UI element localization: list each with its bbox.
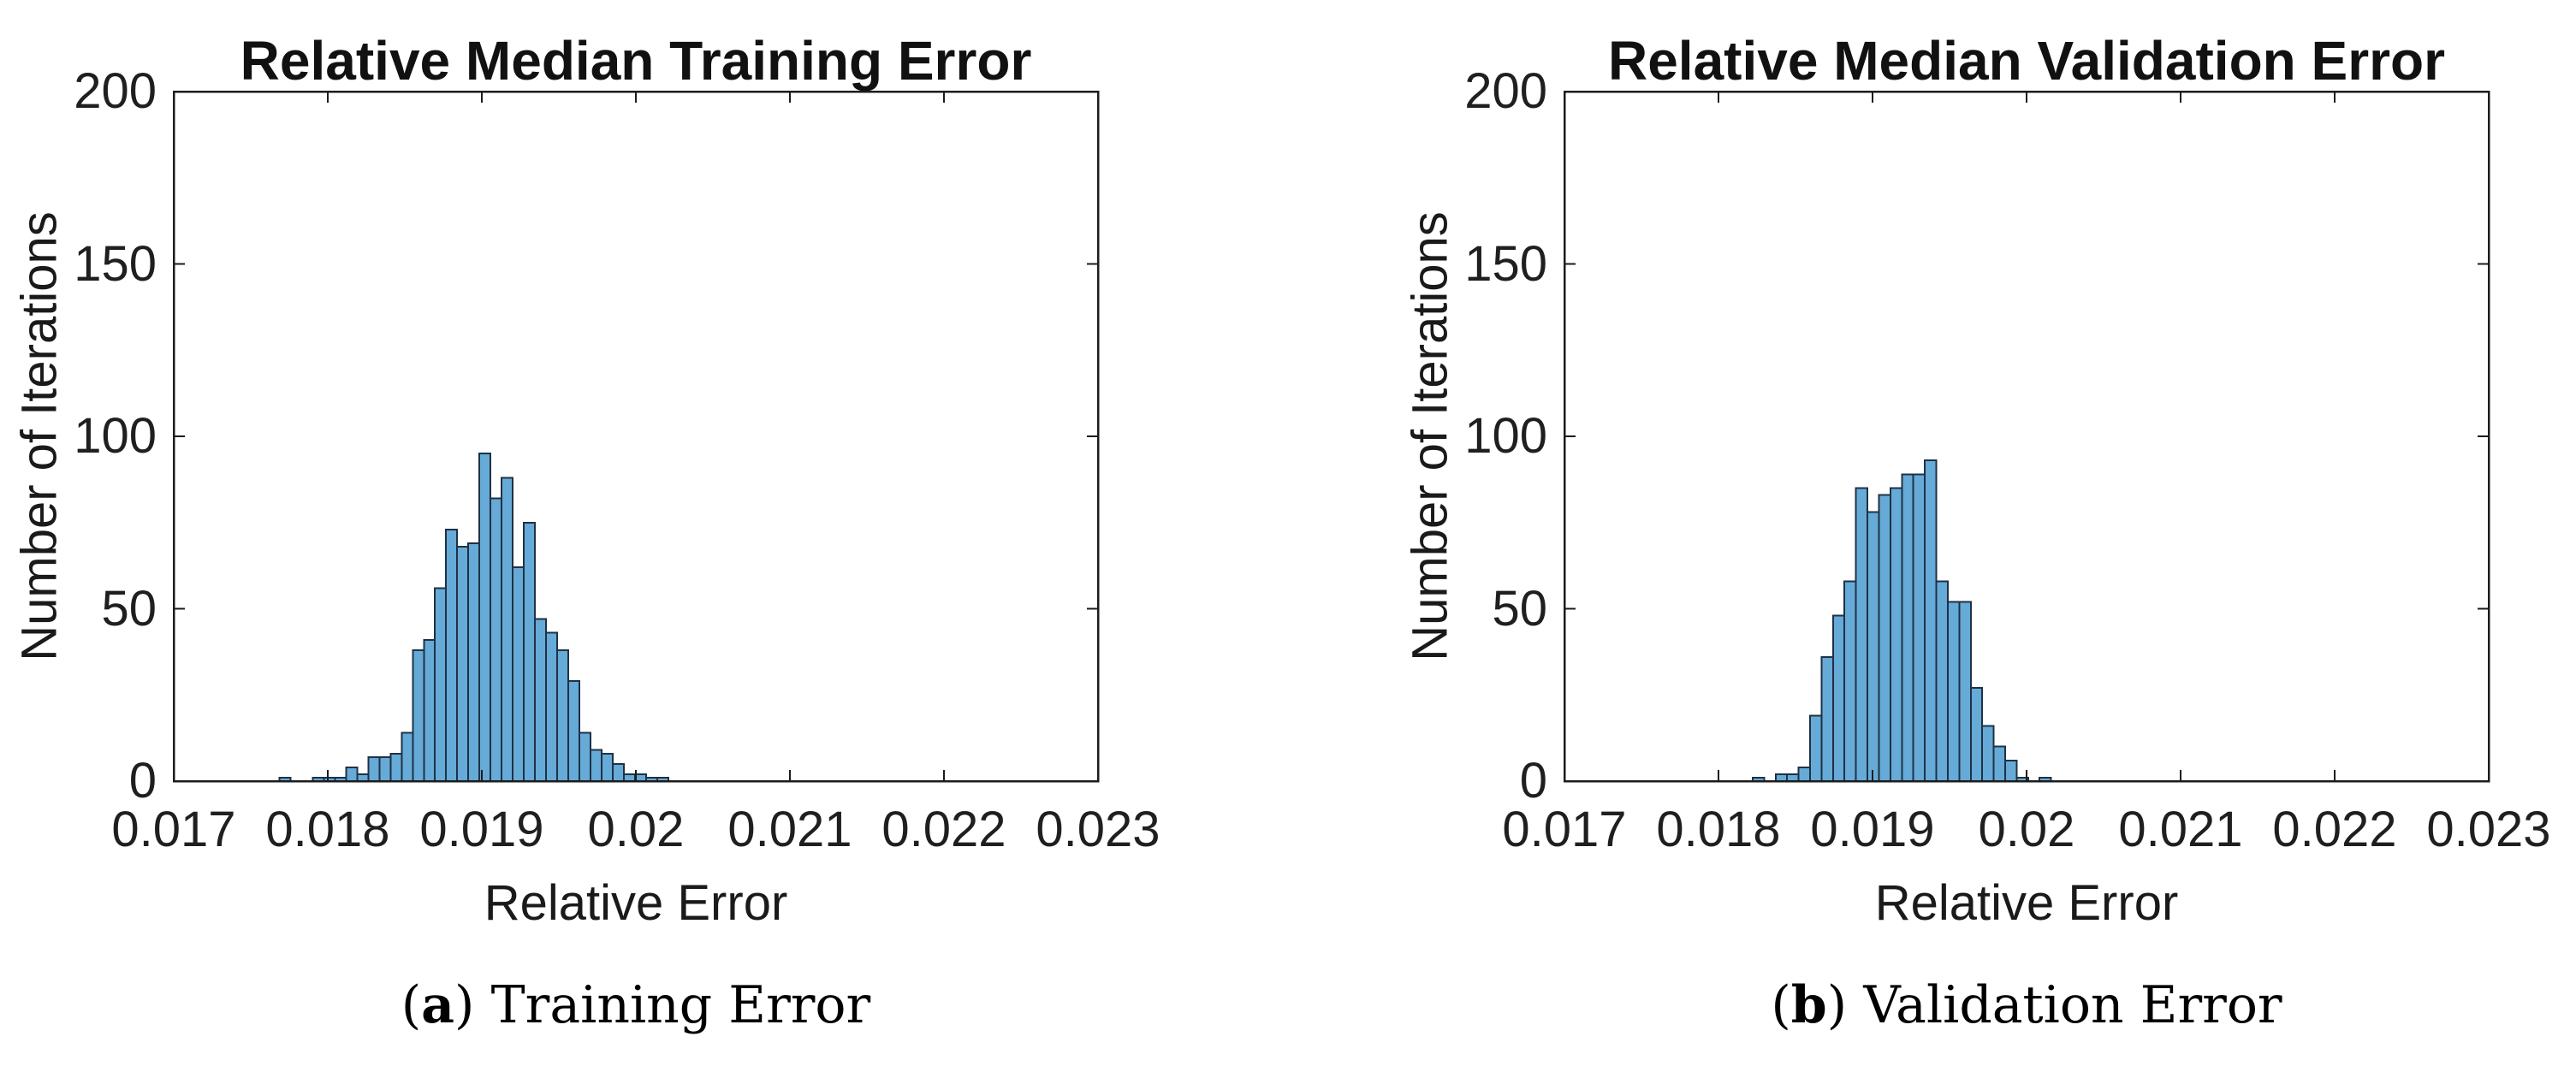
y-tick-label: 150	[74, 235, 157, 292]
histogram-bar	[401, 731, 414, 783]
histogram-bar	[1992, 745, 2006, 783]
histogram-bar	[534, 618, 548, 783]
y-tick-label: 0	[128, 753, 157, 808]
x-tick-label: 0.017	[1502, 802, 1627, 857]
x-tick-label: 0.018	[265, 802, 390, 857]
histogram-bar	[423, 638, 436, 783]
x-tick-label: 0.022	[2272, 802, 2397, 857]
histogram-bar	[389, 752, 403, 783]
histogram-bar	[1797, 766, 1812, 783]
y-tick-label: 100	[74, 408, 157, 464]
x-tick-label: 0.023	[1036, 802, 1160, 857]
y-tick-label: 200	[1464, 63, 1547, 119]
histogram-bar	[1924, 459, 1938, 782]
x-tick-label: 0.017	[111, 802, 236, 857]
histogram-bar	[590, 749, 603, 782]
histogram-bar	[556, 649, 570, 782]
x-tick-label: 0.02	[1978, 802, 2075, 857]
x-tick-label: 0.02	[587, 802, 685, 857]
chart-a-title: Relative Median Training Error	[240, 30, 1032, 92]
histogram-bar	[445, 528, 459, 782]
histogram-plot-b	[1563, 90, 2490, 783]
histogram-bar	[1831, 614, 1846, 782]
histogram-bar	[367, 755, 381, 782]
histogram-bar	[1946, 601, 1961, 782]
histogram-bar	[467, 542, 481, 782]
histogram-bar	[490, 497, 503, 782]
histogram-bar	[1820, 655, 1834, 782]
y-tick-label: 50	[1492, 580, 1547, 637]
histogram-bar	[478, 453, 492, 782]
histogram-bar	[523, 521, 537, 782]
histogram-bar	[1935, 580, 1949, 783]
x-tick-label: 0.019	[1810, 802, 1935, 857]
histogram-bar	[1809, 714, 1823, 782]
x-tick-label: 0.021	[2118, 802, 2243, 857]
histogram-bar	[1843, 580, 1857, 783]
histogram-bar	[1901, 473, 1914, 782]
x-tick-label: 0.018	[1656, 802, 1781, 857]
caption-b-text: Validation Error	[1863, 975, 2282, 1035]
axes-box	[172, 90, 1100, 783]
caption-b-index: (b)	[1771, 975, 1848, 1035]
caption-a: (a) Training Error	[174, 975, 1098, 1035]
y-tick-label: 100	[1464, 408, 1547, 464]
x-tick-label: 0.023	[2426, 802, 2551, 857]
histogram-bar	[612, 762, 626, 782]
histogram-bar	[545, 631, 559, 783]
histogram-bar	[456, 545, 470, 783]
caption-a-text: Training Error	[490, 975, 871, 1035]
x-tick-label: 0.019	[419, 802, 544, 857]
y-tick-label: 150	[1464, 235, 1547, 292]
histogram-bar	[2003, 759, 2018, 783]
histogram-bar	[567, 680, 581, 783]
histogram-bar	[345, 766, 359, 783]
chart-a-xlabel: Relative Error	[484, 875, 788, 931]
y-tick-label: 200	[74, 63, 157, 119]
histogram-bar	[1878, 494, 1891, 782]
chart-b-xlabel: Relative Error	[1874, 875, 2179, 931]
y-tick-label: 50	[101, 580, 157, 637]
histogram-bar	[1969, 687, 1984, 782]
histogram-bar	[579, 731, 592, 783]
histogram-plot-a	[172, 90, 1100, 783]
histogram-bar	[378, 755, 392, 782]
histogram-bar	[512, 566, 525, 783]
histogram-bar	[501, 477, 514, 782]
histogram-bar	[412, 649, 425, 782]
x-tick-label: 0.022	[881, 802, 1006, 857]
caption-a-index: (a)	[401, 975, 475, 1035]
axes-box	[1563, 90, 2490, 783]
histogram-bar	[1981, 725, 1995, 783]
histogram-bar	[1889, 487, 1903, 782]
histogram-bar	[1958, 601, 1972, 782]
histogram-bar	[1912, 473, 1926, 782]
y-tick-label: 0	[1519, 753, 1547, 808]
histogram-bar	[1867, 511, 1880, 782]
histogram-bar	[601, 752, 614, 783]
histogram-bar	[434, 587, 448, 782]
x-tick-label: 0.021	[727, 802, 852, 857]
chart-b-title: Relative Median Validation Error	[1607, 30, 2446, 92]
histogram-bar	[1855, 487, 1869, 782]
caption-b: (b) Validation Error	[1564, 975, 2489, 1035]
